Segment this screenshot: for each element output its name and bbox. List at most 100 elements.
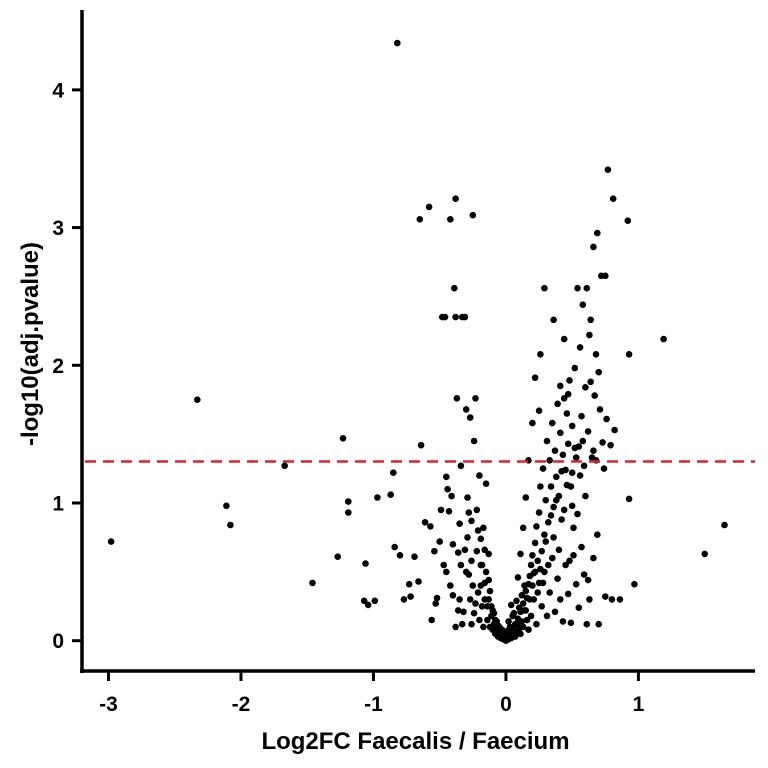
data-point [449, 541, 457, 548]
data-point [558, 468, 565, 475]
data-point [551, 608, 559, 616]
data-point [572, 580, 580, 588]
data-point [480, 623, 487, 631]
data-point [469, 582, 477, 589]
data-point [550, 534, 557, 541]
data-point [574, 284, 581, 292]
data-point [360, 597, 368, 605]
data-point [482, 480, 490, 488]
data-point [571, 444, 579, 452]
data-point [486, 587, 494, 595]
data-point [387, 491, 395, 499]
data-point [545, 561, 552, 569]
x-tick-label: -2 [232, 693, 251, 716]
data-point [537, 565, 544, 573]
data-point [452, 313, 459, 321]
data-point [194, 396, 201, 404]
data-point [391, 543, 399, 551]
data-point [547, 483, 555, 490]
data-point [364, 601, 372, 609]
data-point [611, 426, 618, 434]
data-point [570, 524, 577, 532]
x-tick-label: -3 [99, 693, 118, 716]
data-point [451, 284, 458, 292]
data-point [453, 395, 461, 402]
data-point [309, 579, 316, 587]
data-point [394, 39, 401, 47]
data-point [462, 568, 470, 576]
data-point [586, 596, 593, 603]
x-tick-label: 1 [633, 693, 645, 716]
data-point [575, 604, 583, 611]
data-point [603, 415, 610, 423]
data-point [559, 618, 567, 625]
data-point [535, 509, 543, 516]
data-point [560, 395, 568, 402]
data-point [476, 472, 483, 479]
data-point [533, 620, 540, 628]
data-point [568, 502, 576, 510]
data-point [281, 462, 289, 470]
data-point [468, 517, 475, 525]
x-axis-title: Log2FC Faecalis / Faecium [261, 728, 569, 755]
data-point [515, 604, 523, 611]
data-point [631, 580, 638, 588]
data-point [534, 589, 541, 596]
data-point [543, 437, 551, 445]
data-point [576, 472, 584, 479]
data-point [452, 623, 459, 631]
data-point [583, 620, 591, 628]
data-point [587, 378, 594, 386]
data-point [461, 546, 469, 554]
data-point [522, 607, 530, 614]
data-point [472, 395, 479, 402]
data-point [553, 496, 560, 504]
data-point [428, 616, 436, 624]
data-point [625, 351, 633, 358]
data-point [468, 557, 475, 565]
data-point [553, 473, 560, 481]
data-point [476, 616, 483, 624]
data-point [447, 216, 454, 223]
data-point [519, 524, 527, 532]
data-point [574, 510, 581, 518]
data-point [542, 538, 549, 545]
data-point [466, 414, 474, 421]
data-point [596, 406, 604, 413]
data-points [107, 39, 728, 644]
data-point [223, 502, 230, 510]
data-point [586, 331, 593, 339]
data-point [590, 554, 597, 562]
data-point [440, 561, 448, 569]
data-point [584, 428, 592, 435]
data-point [543, 612, 551, 620]
data-point [616, 596, 624, 603]
data-point [595, 620, 602, 628]
data-point [460, 608, 467, 616]
data-point [519, 623, 527, 631]
x-axis-ticks: -3 -2 -1 0 1 [99, 671, 645, 716]
y-tick-label: 2 [52, 355, 64, 378]
data-point [701, 550, 708, 558]
data-point [579, 301, 587, 309]
data-point [534, 557, 541, 565]
data-point [547, 512, 555, 519]
data-point [546, 457, 553, 464]
data-point [721, 521, 728, 529]
data-point [542, 496, 549, 504]
data-point [498, 626, 506, 633]
data-point [371, 597, 379, 605]
data-point [538, 603, 545, 610]
data-point [563, 410, 571, 417]
data-point [525, 626, 532, 633]
data-point [566, 557, 573, 565]
data-point [513, 597, 520, 605]
data-point [458, 620, 466, 628]
data-point [345, 509, 352, 516]
data-point [488, 603, 495, 610]
data-point [511, 633, 519, 640]
data-point [362, 560, 369, 567]
data-point [514, 619, 522, 627]
x-tick-label: 0 [500, 693, 512, 716]
